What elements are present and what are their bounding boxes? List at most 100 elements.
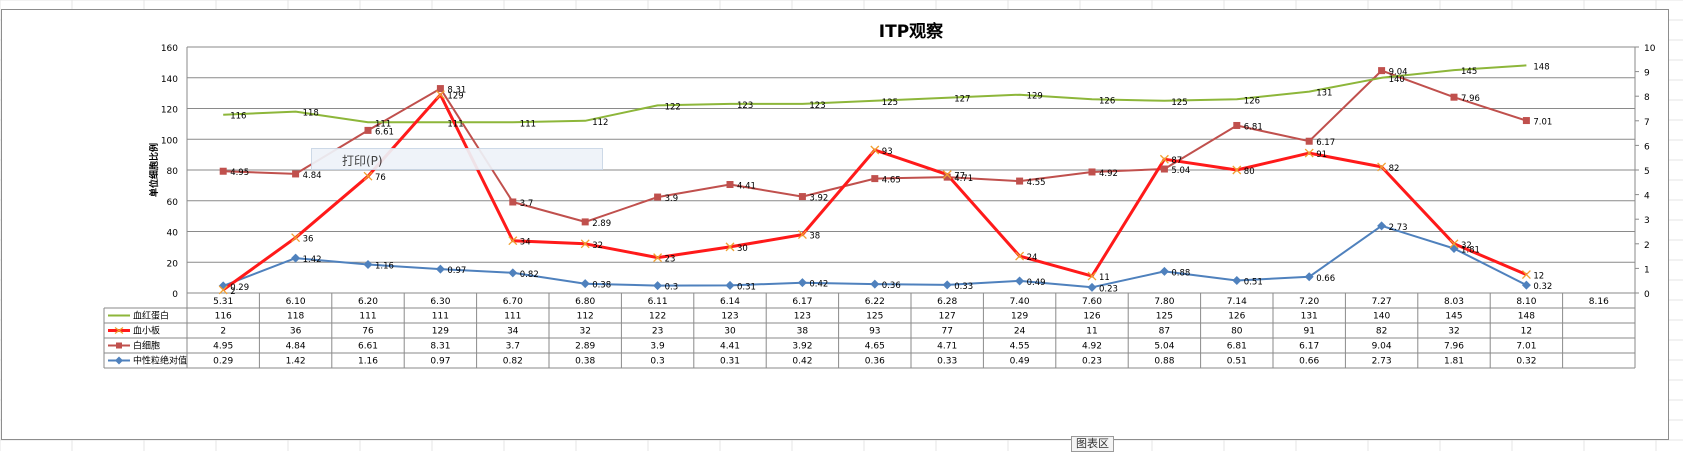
data-label: 0.36 — [882, 281, 901, 291]
data-label: 4.92 — [1099, 169, 1118, 179]
data-label: 4.95 — [230, 168, 249, 178]
table-cell: 125 — [866, 312, 883, 322]
data-label: 111 — [447, 119, 463, 129]
data-label: 111 — [520, 119, 536, 129]
legend-key-marker — [116, 343, 122, 349]
table-cell: 1.16 — [358, 357, 378, 367]
data-label: 3.9 — [665, 194, 679, 204]
data-label: 0.32 — [1533, 282, 1552, 292]
data-label: 0.82 — [520, 270, 539, 280]
data-label: 80 — [1244, 167, 1255, 177]
data-point — [292, 234, 300, 242]
data-point — [1088, 283, 1097, 292]
data-label: 12 — [1533, 272, 1544, 282]
table-cell: 24 — [1014, 327, 1026, 337]
data-label: 4.65 — [882, 176, 901, 186]
data-point — [871, 175, 878, 182]
table-cell: 7.96 — [1444, 342, 1464, 352]
x-tick-label: 6.11 — [648, 297, 668, 307]
table-cell: 0.29 — [213, 357, 233, 367]
data-label: 7.96 — [1461, 94, 1480, 104]
data-label: 0.38 — [592, 281, 611, 291]
y-tick-label-right: 7 — [1644, 118, 1650, 128]
data-label: 6.17 — [1316, 138, 1335, 148]
data-point — [1232, 276, 1241, 285]
table-cell: 6.81 — [1227, 342, 1247, 352]
table-cell: 4.95 — [213, 342, 233, 352]
data-point — [943, 280, 952, 289]
y-tick-label-right: 8 — [1644, 93, 1650, 103]
data-label: 0.51 — [1244, 277, 1263, 287]
data-label: 2.89 — [592, 219, 611, 229]
table-cell: 11 — [1086, 327, 1097, 337]
chart-area-tag: 图表区 — [1071, 436, 1114, 452]
table-cell: 4.55 — [1010, 342, 1030, 352]
legend-series-name: 白细胞 — [133, 340, 160, 352]
data-label: 34 — [520, 238, 531, 248]
data-label: 2 — [230, 287, 235, 297]
table-cell: 0.66 — [1299, 357, 1319, 367]
table-cell: 2.89 — [575, 342, 595, 352]
table-cell: 3.7 — [506, 342, 520, 352]
table-cell: 0.32 — [1516, 357, 1536, 367]
y-tick-label-left: 120 — [161, 106, 178, 116]
table-cell: 140 — [1373, 312, 1390, 322]
table-cell: 4.71 — [937, 342, 957, 352]
data-label: 2.73 — [1389, 223, 1408, 233]
table-cell: 122 — [649, 312, 666, 322]
table-cell: 127 — [939, 312, 956, 322]
data-label: 36 — [303, 235, 314, 245]
y-tick-label-right: 2 — [1644, 241, 1650, 251]
table-cell: 129 — [432, 327, 449, 337]
data-label: 7.01 — [1533, 118, 1552, 128]
data-label: 145 — [1461, 67, 1477, 77]
y-tick-label-right: 3 — [1644, 216, 1650, 226]
table-cell: 4.92 — [1082, 342, 1102, 352]
data-point — [220, 168, 227, 175]
table-cell: 34 — [507, 327, 519, 337]
print-tooltip[interactable]: 打印(P) — [311, 148, 603, 170]
data-label: 125 — [1171, 98, 1187, 108]
y-tick-label-left: 20 — [167, 259, 179, 269]
y-tick-label-left: 160 — [161, 44, 178, 54]
y-tick-label-right: 0 — [1644, 290, 1650, 300]
data-label: 0.23 — [1099, 284, 1118, 294]
data-label: 122 — [665, 102, 681, 112]
data-point — [653, 281, 662, 290]
y-tick-label-left: 140 — [161, 75, 178, 85]
data-point — [292, 170, 299, 177]
table-cell: 145 — [1445, 312, 1462, 322]
y-tick-label-right: 10 — [1644, 44, 1656, 54]
y-tick-label-left: 40 — [167, 229, 179, 239]
table-cell: 0.42 — [792, 357, 812, 367]
table-cell: 4.65 — [865, 342, 885, 352]
table-cell: 111 — [432, 312, 449, 322]
x-tick-label: 6.14 — [720, 297, 740, 307]
x-tick-label: 7.20 — [1299, 297, 1319, 307]
data-label: 126 — [1099, 96, 1115, 106]
table-cell: 32 — [579, 327, 590, 337]
table-cell: 3.9 — [650, 342, 665, 352]
y-axis-label: 单位细胞比例 — [148, 143, 160, 197]
x-tick-label: 8.03 — [1444, 297, 1464, 307]
data-point — [365, 127, 372, 134]
table-cell: 2.73 — [1372, 357, 1392, 367]
data-point — [509, 198, 516, 205]
data-point — [291, 254, 300, 263]
table-cell: 118 — [287, 312, 304, 322]
data-label: 126 — [1244, 96, 1260, 106]
table-cell: 0.3 — [650, 357, 664, 367]
table-cell: 0.36 — [865, 357, 885, 367]
data-label: 4.55 — [1027, 178, 1046, 188]
table-cell: 1.81 — [1444, 357, 1464, 367]
data-label: 129 — [1027, 92, 1043, 102]
table-cell: 0.31 — [720, 357, 740, 367]
y-tick-label-right: 4 — [1644, 192, 1650, 202]
table-cell: 38 — [797, 327, 809, 337]
data-label: 82 — [1389, 164, 1400, 174]
data-label: 0.97 — [447, 266, 466, 276]
table-cell: 126 — [1228, 312, 1245, 322]
data-point — [437, 85, 444, 92]
data-point — [582, 218, 589, 225]
